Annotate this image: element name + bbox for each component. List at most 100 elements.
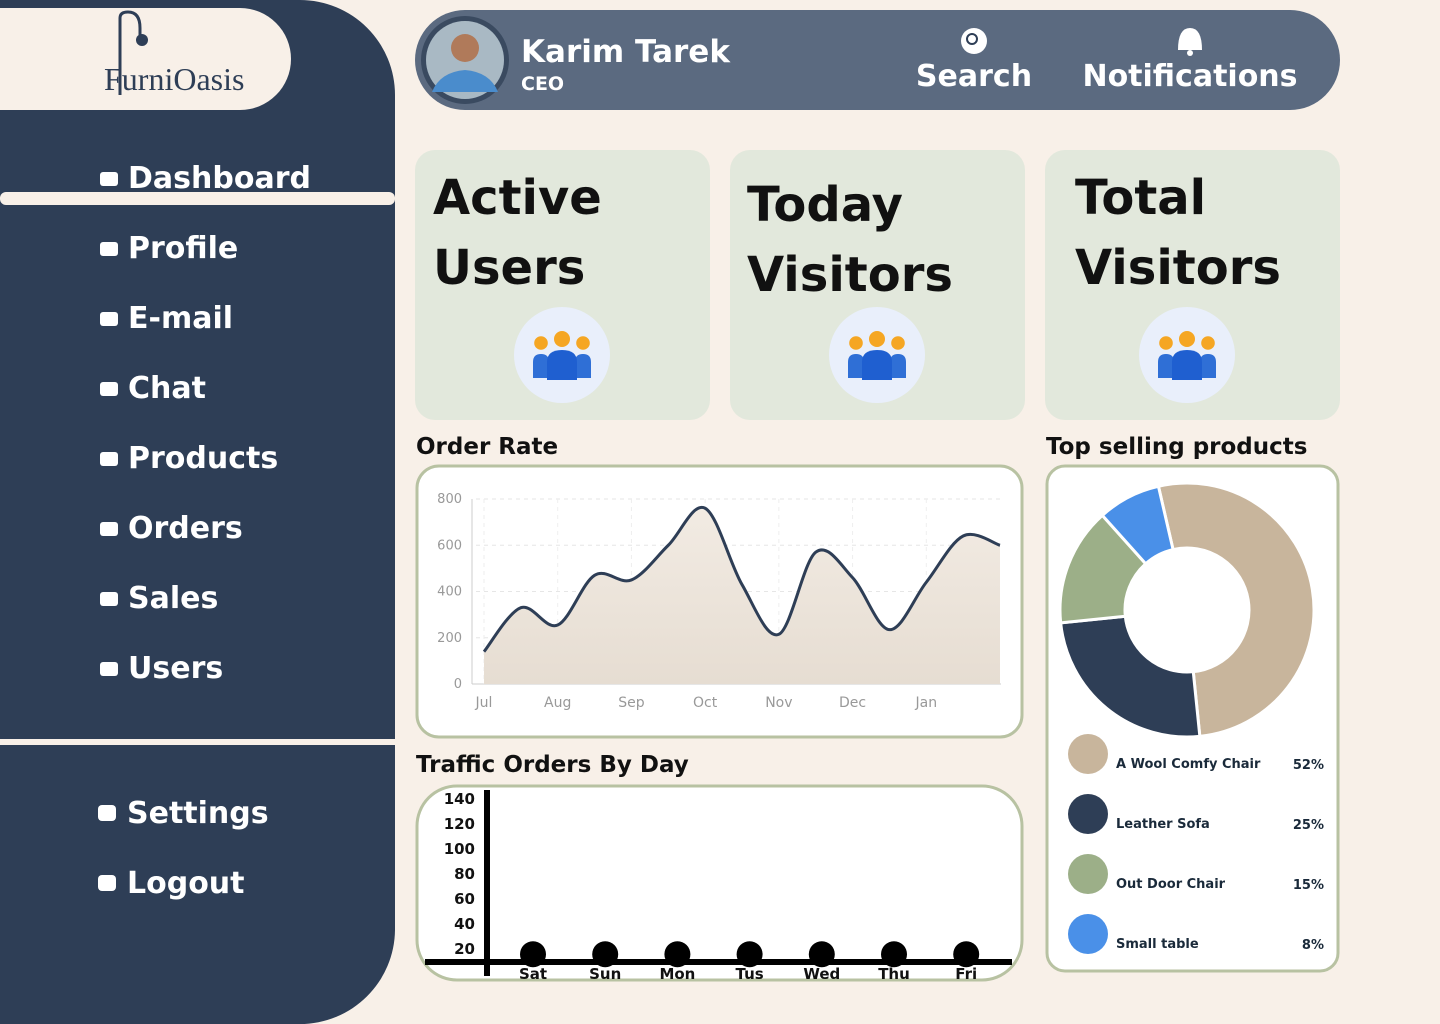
card: [1045, 150, 1340, 420]
nav-item[interactable]: Sales: [128, 581, 218, 616]
avatar-body: [432, 70, 498, 92]
nav-icon[interactable]: [100, 312, 118, 326]
card: [730, 150, 1025, 420]
value-label: 15%: [1293, 878, 1324, 893]
value-label: 8%: [1302, 938, 1324, 953]
nav-item[interactable]: Chat: [128, 371, 206, 406]
nav-item[interactable]: E-mail: [128, 301, 233, 336]
active-indicator: [0, 192, 395, 205]
y-tick-label: 140: [444, 790, 475, 808]
y-tick-label: 20: [454, 940, 475, 958]
logo-bulb: [136, 34, 148, 46]
nav-icon[interactable]: [100, 592, 118, 606]
nav-icon[interactable]: [100, 452, 118, 466]
bell-clapper: [1187, 50, 1193, 56]
x-tick-label: Sat: [519, 965, 547, 983]
card: [415, 150, 710, 420]
y-tick-label: 40: [454, 915, 475, 933]
y-tick-label: 200: [437, 631, 462, 646]
y-tick-label: 100: [444, 840, 475, 858]
x-tick-label: Jan: [914, 695, 937, 711]
card-icon-head: [576, 336, 590, 350]
x-tick-label: Wed: [803, 965, 840, 983]
nav-icon[interactable]: [98, 875, 116, 891]
legend-swatch: [1068, 794, 1108, 834]
donut-slice: [1156, 481, 1316, 738]
card-icon-head: [891, 336, 905, 350]
nav-icon[interactable]: [100, 172, 118, 186]
y-tick-label: 0: [454, 677, 462, 692]
legend-swatch: [1068, 914, 1108, 954]
nav-item[interactable]: Dashboard: [128, 161, 311, 196]
donut-slice: [1100, 484, 1175, 566]
nav-icon[interactable]: [100, 382, 118, 396]
chart-box: [415, 784, 1024, 982]
value-label: 25%: [1293, 818, 1324, 833]
x-tick-label: Dec: [839, 695, 866, 711]
x-tick-label: Nov: [765, 695, 792, 711]
y-tick-label: 80: [454, 865, 475, 883]
x-tick-label: Aug: [544, 695, 571, 711]
legend-label: Out Door Chair: [1116, 877, 1226, 892]
card-icon-head: [534, 336, 548, 350]
x-tick-label: Tus: [735, 965, 763, 983]
logo: FurniOasis: [104, 61, 244, 97]
chart-title: Top selling products: [1046, 434, 1307, 460]
search-glass: [966, 33, 978, 45]
y-tick-label: 600: [437, 538, 462, 553]
logo-pill: [0, 8, 291, 110]
legend-swatch: [1068, 854, 1108, 894]
x-tick-label: Mon: [659, 965, 695, 983]
card-title: Active Users: [433, 170, 602, 296]
card-icon-head: [869, 331, 885, 347]
y-tick-label: 800: [437, 492, 462, 507]
logo-lamp: [118, 10, 142, 95]
card-icon-body: [862, 350, 892, 380]
card-icon-head: [1159, 336, 1173, 350]
card-title: Total Visitors: [1075, 170, 1281, 296]
y-tick-label: 400: [437, 585, 462, 600]
card-icon-head: [849, 336, 863, 350]
donut-slice: [1059, 614, 1202, 739]
chart-title: Traffic Orders By Day: [416, 752, 689, 778]
y-tick-label: 120: [444, 815, 475, 833]
legend-label: Leather Sofa: [1116, 817, 1210, 832]
x-tick-label: Sep: [618, 695, 645, 711]
nav-item[interactable]: Users: [128, 651, 223, 686]
card-icon-head: [554, 331, 570, 347]
notifications[interactable]: Notifications: [1082, 59, 1297, 94]
user-role: CEO: [521, 73, 564, 95]
y-tick-label: 60: [454, 890, 475, 908]
sidebar: [0, 0, 395, 1024]
card-title: Today Visitors: [747, 177, 953, 303]
card-icon-head: [1201, 336, 1215, 350]
nav-icon[interactable]: [100, 522, 118, 536]
card-icon-body: [547, 350, 577, 380]
card-icon-head: [1179, 331, 1195, 347]
search[interactable]: Search: [916, 59, 1032, 94]
legend-label: A Wool Comfy Chair: [1116, 757, 1261, 772]
nav-item[interactable]: Logout: [127, 866, 245, 901]
nav-icon[interactable]: [98, 805, 116, 821]
x-tick-label: Fri: [955, 965, 977, 983]
legend-swatch: [1068, 734, 1108, 774]
user-name: Karim Tarek: [521, 34, 731, 70]
nav-item[interactable]: Profile: [128, 231, 238, 266]
nav-icon[interactable]: [100, 662, 118, 676]
x-tick-label: Sun: [589, 965, 621, 983]
nav-item[interactable]: Settings: [127, 796, 269, 831]
line: [482, 505, 1001, 653]
nav-icon[interactable]: [100, 242, 118, 256]
nav-item[interactable]: Products: [128, 441, 278, 476]
x-tick-label: Thu: [878, 965, 910, 983]
header-bar: [415, 10, 1340, 110]
x-tick-label: Oct: [693, 695, 718, 711]
bell-icon[interactable]: [1178, 28, 1202, 50]
area: [484, 507, 1000, 684]
value-label: 52%: [1293, 758, 1324, 773]
nav-item[interactable]: Orders: [128, 511, 243, 546]
legend-label: Small table: [1116, 937, 1199, 952]
search-icon[interactable]: [961, 28, 987, 54]
